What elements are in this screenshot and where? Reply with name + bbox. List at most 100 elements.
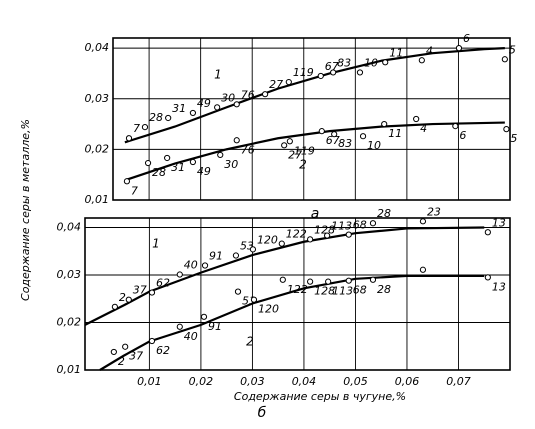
y-tick-label: 0,01 [57,363,82,376]
data-point [200,313,208,320]
point-label: 5 [509,43,516,56]
point-label: 27 [288,148,302,161]
x-tick-label: 0,06 [395,375,420,388]
point-label: 91 [208,320,222,333]
y-tick-label: 0,04 [57,221,82,234]
data-point [110,348,117,356]
data-point [201,262,209,269]
data-point [250,296,258,303]
y-axis-label: Содержание серы в металле,% [19,119,32,301]
point-label: 37 [129,350,143,363]
data-point [345,231,352,238]
data-point [484,229,491,236]
point-label: 11 [388,127,402,140]
data-point [359,133,367,140]
point-label: 13 [492,216,506,229]
data-point [318,128,325,135]
data-point [189,158,197,166]
data-point [176,271,183,278]
data-point [455,45,463,52]
data-point [307,236,314,243]
data-point [148,289,156,296]
data-point [325,278,332,285]
data-point [164,154,171,162]
point-label: 40 [184,330,198,343]
point-label: 119 [294,144,315,157]
panel-title: а [311,206,320,222]
x-tick-label: 0,04 [292,375,317,388]
panel-title: б [258,405,267,421]
data-point [330,69,337,76]
point-label: 83 [338,137,352,150]
point-label: 10 [367,139,381,152]
y-tick-label: 0,03 [85,92,110,105]
data-point [331,131,338,138]
point-label: 6 [459,129,466,142]
point-label: 4 [426,44,433,57]
point-label: 67 [326,134,340,147]
fit-curve [99,274,485,371]
y-tick-label: 0,03 [57,268,82,281]
data-point [233,137,240,144]
x-tick-label: 0,02 [189,375,214,388]
point-label: 62 [156,344,170,357]
x-tick-label: 0,03 [240,375,265,388]
curve-label: 2 [246,335,254,349]
data-point [279,276,286,283]
data-point [144,159,152,167]
data-point [214,104,221,111]
point-label: 83 [337,56,351,69]
point-label: 10 [364,56,378,69]
point-label: 23 [427,205,441,218]
point-label: 120 [258,303,279,316]
point-label: 37 [133,284,147,297]
data-point [418,57,425,64]
data-point [122,343,129,350]
point-label: 28 [149,111,163,124]
point-label: 11 [389,46,403,59]
point-label: 67 [325,60,339,73]
point-label: 122 [286,228,307,241]
point-label: 27 [269,78,283,91]
point-label: 113 [332,285,353,298]
point-label: 68 [353,284,367,297]
y-tick-label: 0,02 [57,316,82,329]
point-label: 40 [184,259,198,272]
data-point [261,91,269,98]
data-point [232,252,240,259]
point-label: 128 [314,285,335,298]
data-point [369,220,377,227]
y-tick-label: 0,04 [85,41,110,54]
point-label: 91 [209,250,223,263]
data-point [382,59,389,66]
point-label: 49 [197,97,211,110]
point-label: 31 [171,161,185,174]
point-label: 28 [377,283,391,296]
data-point [503,126,510,133]
point-label: 6 [463,32,470,45]
data-point [123,178,131,185]
data-point [317,72,324,80]
data-point [285,78,292,86]
point-label: 30 [221,91,235,104]
point-label: 30 [224,158,238,171]
point-label: 68 [353,219,367,232]
fit-curve [84,226,485,326]
plot-frame [112,37,511,201]
point-label: 7 [131,184,138,197]
data-point [249,246,257,253]
data-point [345,277,352,284]
point-label: 113 [331,220,352,233]
data-point [452,122,459,130]
data-point [148,337,156,345]
data-point [484,274,491,281]
data-point [189,109,197,117]
point-label: 7 [133,122,140,135]
curve-label: 1 [152,237,160,251]
point-label: 28 [377,207,391,220]
point-label: 120 [257,233,278,246]
curve-label: 2 [299,158,307,172]
fit-curve [124,47,505,144]
point-label: 4 [420,122,427,135]
